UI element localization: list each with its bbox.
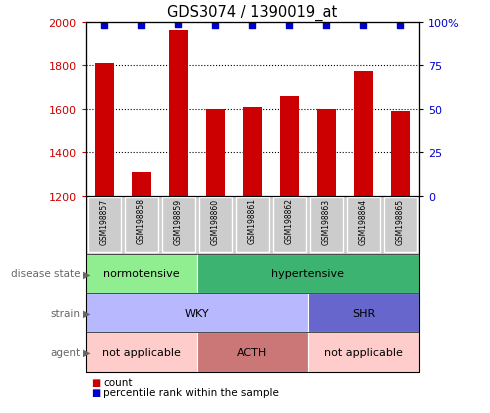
Text: strain: strain xyxy=(51,308,81,318)
Bar xyxy=(391,112,410,196)
Bar xyxy=(199,197,232,253)
Point xyxy=(137,23,145,29)
Text: GSM198861: GSM198861 xyxy=(248,198,257,244)
Bar xyxy=(88,197,121,253)
Bar xyxy=(169,31,188,196)
Bar xyxy=(384,197,416,253)
Bar xyxy=(197,332,308,372)
Text: GSM198863: GSM198863 xyxy=(322,198,331,244)
Text: ▶: ▶ xyxy=(83,268,91,279)
Text: ACTH: ACTH xyxy=(237,347,268,357)
Text: WKY: WKY xyxy=(185,308,209,318)
Point xyxy=(100,23,108,29)
Bar xyxy=(243,107,262,196)
Text: not applicable: not applicable xyxy=(324,347,403,357)
Bar xyxy=(310,197,343,253)
Point xyxy=(211,23,219,29)
Bar xyxy=(125,197,158,253)
Text: normotensive: normotensive xyxy=(103,268,180,279)
Text: GSM198858: GSM198858 xyxy=(137,198,146,244)
Text: GSM198864: GSM198864 xyxy=(359,198,368,244)
Point xyxy=(248,23,256,29)
Text: GSM198862: GSM198862 xyxy=(285,198,294,244)
Bar xyxy=(206,109,224,196)
Bar xyxy=(95,64,114,196)
Text: ▶: ▶ xyxy=(83,308,91,318)
Bar xyxy=(132,172,150,196)
Text: GSM198857: GSM198857 xyxy=(100,198,109,244)
Text: agent: agent xyxy=(51,347,81,357)
Bar xyxy=(197,254,419,293)
Point xyxy=(360,23,368,29)
Bar xyxy=(280,97,298,196)
Title: GDS3074 / 1390019_at: GDS3074 / 1390019_at xyxy=(167,5,338,21)
Text: SHR: SHR xyxy=(352,308,375,318)
Bar xyxy=(317,109,336,196)
Text: ▶: ▶ xyxy=(83,347,91,357)
Bar xyxy=(86,254,197,293)
Text: hypertensive: hypertensive xyxy=(271,268,344,279)
Point xyxy=(396,23,404,29)
Bar xyxy=(273,197,306,253)
Bar xyxy=(354,71,373,196)
Point xyxy=(174,21,182,28)
Text: ■: ■ xyxy=(91,387,100,397)
Bar xyxy=(347,197,380,253)
Bar xyxy=(308,332,419,372)
Text: GSM198859: GSM198859 xyxy=(174,198,183,244)
Bar xyxy=(308,293,419,332)
Text: GSM198860: GSM198860 xyxy=(211,198,220,244)
Bar xyxy=(86,293,308,332)
Text: disease state: disease state xyxy=(11,268,81,279)
Text: GSM198865: GSM198865 xyxy=(396,198,405,244)
Bar xyxy=(236,197,269,253)
Point xyxy=(322,23,330,29)
Text: ■: ■ xyxy=(91,377,100,387)
Text: not applicable: not applicable xyxy=(102,347,181,357)
Point xyxy=(286,23,294,29)
Bar xyxy=(86,332,197,372)
Text: count: count xyxy=(103,377,132,387)
Text: percentile rank within the sample: percentile rank within the sample xyxy=(103,387,279,397)
Bar xyxy=(162,197,195,253)
